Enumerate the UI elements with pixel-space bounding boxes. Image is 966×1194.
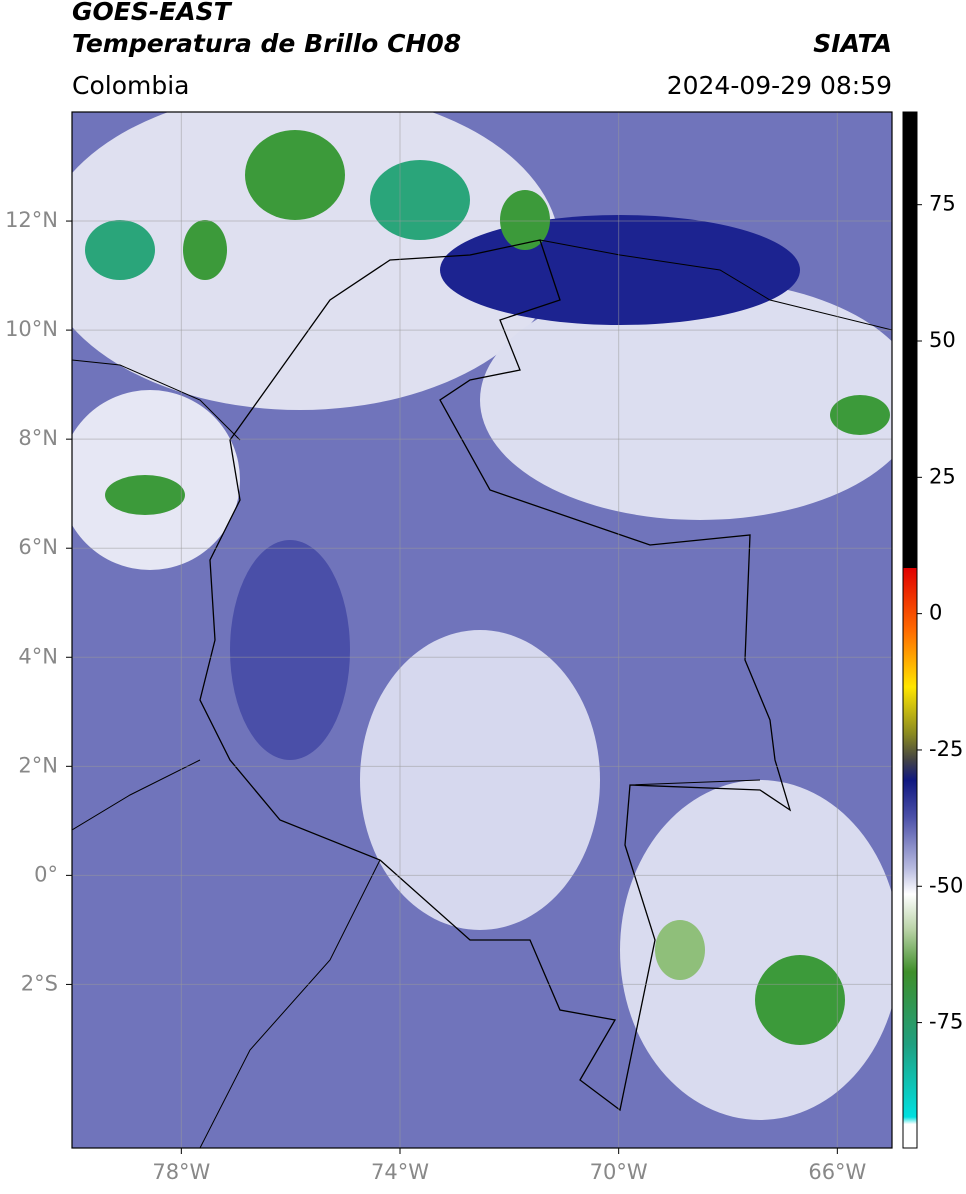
colorbar bbox=[902, 111, 918, 1149]
graticule bbox=[72, 112, 892, 1148]
subtitle: Temperatura de Brillo CH08 bbox=[72, 29, 461, 58]
lat-tick-label: 4°N bbox=[18, 644, 58, 668]
region: Colombia bbox=[72, 71, 189, 100]
lat-tick-label: 0° bbox=[34, 862, 58, 886]
lon-tick-label: 66°W bbox=[808, 1160, 866, 1184]
satellite-image bbox=[72, 112, 892, 1148]
lon-tick-label: 70°W bbox=[590, 1160, 648, 1184]
colorbar-tick-label: -50 bbox=[929, 873, 963, 897]
colorbar-tick-label: 0 bbox=[929, 601, 942, 625]
datetime: 2024-09-29 08:59 bbox=[667, 71, 892, 100]
title: GOES-EAST bbox=[72, 0, 233, 26]
colorbar-tick-label: 50 bbox=[929, 328, 956, 352]
colorbar-tick-label: 75 bbox=[929, 192, 956, 216]
lat-tick-label: 2°S bbox=[21, 971, 58, 995]
lon-tick-label: 74°W bbox=[371, 1160, 429, 1184]
lat-tick-label: 12°N bbox=[5, 208, 58, 232]
lat-tick-label: 8°N bbox=[18, 426, 58, 450]
lat-tick-label: 6°N bbox=[18, 535, 58, 559]
lat-tick-label: 10°N bbox=[5, 317, 58, 341]
lon-tick-label: 78°W bbox=[152, 1160, 210, 1184]
map-frame bbox=[71, 111, 893, 1149]
source: SIATA bbox=[813, 29, 892, 58]
lat-tick-label: 2°N bbox=[18, 753, 58, 777]
colorbar-tick-label: -75 bbox=[929, 1010, 963, 1034]
colorbar-tick-label: -25 bbox=[929, 737, 963, 761]
colorbar-tick-label: 25 bbox=[929, 464, 956, 488]
